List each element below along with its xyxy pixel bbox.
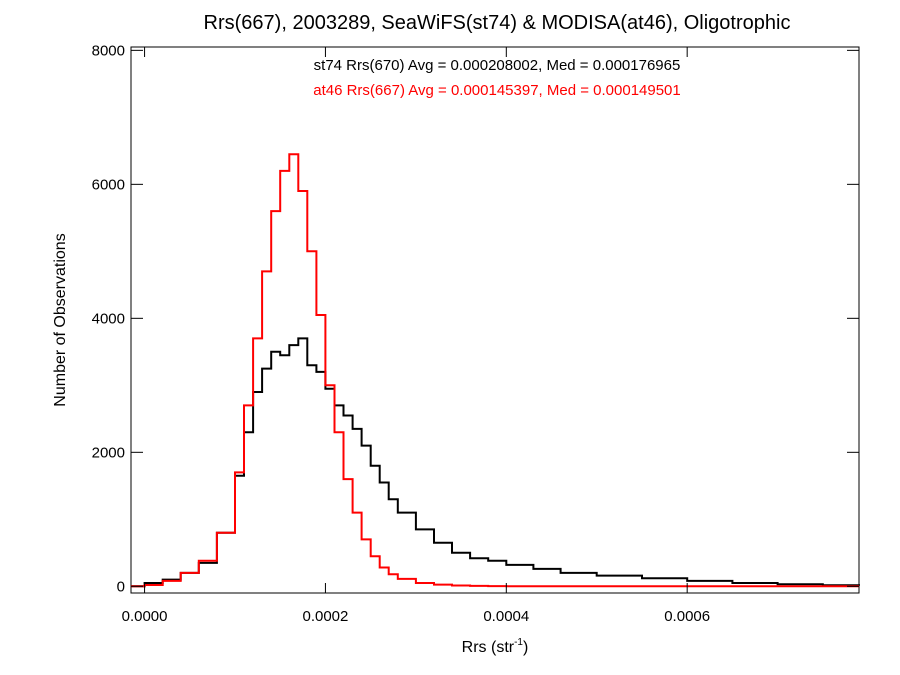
plot-frame — [130, 46, 860, 594]
series-layer — [131, 153, 860, 588]
x-tick-label: 0.0006 — [664, 608, 710, 625]
x-tick-label: 0.0002 — [302, 608, 348, 625]
x-tick-label: 0.0004 — [483, 608, 529, 625]
x-ticks: 0.0000 0.0002 0.0004 0.0006 — [122, 47, 710, 625]
y-ticks: 0 2000 4000 6000 8000 — [92, 42, 859, 595]
y-axis-label: Number of Observations — [52, 233, 69, 406]
series-line-1 — [131, 153, 859, 588]
y-tick-label: 4000 — [92, 310, 125, 327]
y-tick-label: 6000 — [92, 176, 125, 193]
series-line-0 — [131, 337, 860, 588]
y-tick-label: 0 — [117, 578, 125, 595]
annotation-at46: at46 Rrs(667) Avg = 0.000145397, Med = 0… — [313, 82, 681, 99]
x-tick-label: 0.0000 — [122, 608, 168, 625]
y-tick-label: 2000 — [92, 444, 125, 461]
annotation-st74: st74 Rrs(670) Avg = 0.000208002, Med = 0… — [314, 57, 681, 74]
x-axis-label: Rrs (str-1) — [462, 637, 529, 656]
chart-title: Rrs(667), 2003289, SeaWiFS(st74) & MODIS… — [204, 12, 791, 34]
y-tick-label: 8000 — [92, 42, 125, 59]
